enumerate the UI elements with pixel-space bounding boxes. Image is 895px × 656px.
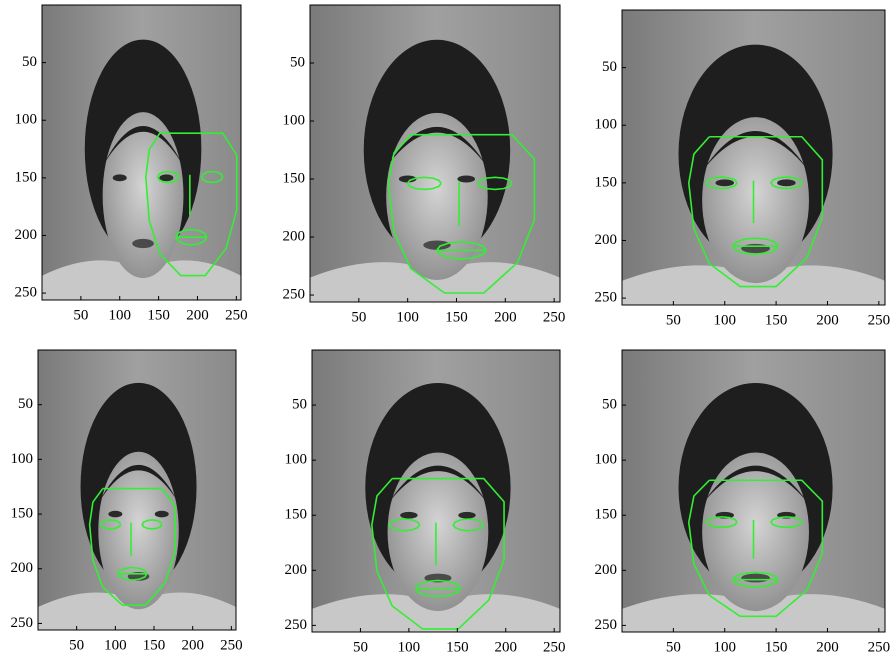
x-tick-label: 150 bbox=[143, 637, 166, 653]
photo bbox=[312, 350, 560, 632]
eye bbox=[715, 179, 733, 186]
photo bbox=[42, 5, 241, 300]
mouth bbox=[741, 574, 770, 583]
x-tick-label: 100 bbox=[396, 309, 419, 325]
eye bbox=[155, 511, 169, 518]
y-tick-label: 150 bbox=[285, 507, 308, 523]
x-tick-label: 200 bbox=[816, 639, 839, 655]
x-tick-label: 150 bbox=[765, 312, 788, 328]
x-tick-label: 50 bbox=[351, 309, 366, 325]
y-tick-label: 100 bbox=[595, 117, 618, 133]
x-tick-label: 150 bbox=[445, 309, 468, 325]
y-tick-label: 50 bbox=[18, 396, 33, 412]
eye bbox=[400, 512, 417, 519]
face bbox=[98, 452, 178, 610]
y-tick-label: 200 bbox=[285, 562, 308, 578]
mouth bbox=[423, 241, 450, 250]
y-tick-label: 100 bbox=[15, 112, 38, 128]
y-tick-label: 200 bbox=[595, 232, 618, 248]
x-tick-label: 150 bbox=[765, 639, 788, 655]
panel: 50 100 150 200 250 50 100 150 200 250 bbox=[283, 5, 566, 325]
face bbox=[702, 117, 809, 283]
x-tick-label: 100 bbox=[398, 639, 421, 655]
panel: 50 100 150 200 250 50 100 150 200 250 bbox=[595, 350, 891, 655]
x-tick-label: 50 bbox=[69, 637, 84, 653]
panel: 50 100 150 200 250 50 100 150 200 250 bbox=[285, 350, 566, 655]
y-tick-label: 150 bbox=[11, 506, 34, 522]
x-tick-label: 200 bbox=[186, 307, 209, 323]
x-tick-label: 50 bbox=[666, 639, 681, 655]
face bbox=[103, 112, 184, 278]
y-tick-label: 200 bbox=[283, 228, 306, 244]
mouth bbox=[741, 244, 770, 253]
mouth bbox=[132, 239, 154, 248]
photo bbox=[38, 350, 236, 630]
eye bbox=[108, 511, 122, 518]
photo bbox=[622, 350, 885, 632]
y-tick-label: 50 bbox=[292, 397, 307, 413]
x-tick-label: 100 bbox=[108, 307, 131, 323]
photo bbox=[622, 10, 885, 305]
x-tick-label: 100 bbox=[713, 312, 736, 328]
x-tick-label: 250 bbox=[220, 637, 243, 653]
x-tick-label: 150 bbox=[446, 639, 469, 655]
y-tick-label: 50 bbox=[22, 54, 37, 70]
x-tick-label: 250 bbox=[868, 312, 891, 328]
x-tick-label: 250 bbox=[543, 309, 566, 325]
eye bbox=[777, 179, 795, 186]
figure: 50 100 150 200 250 50 100 150 200 250 50 100 150 200 2… bbox=[0, 0, 895, 656]
y-tick-label: 50 bbox=[602, 59, 617, 75]
eye bbox=[113, 174, 127, 181]
y-tick-label: 100 bbox=[285, 452, 308, 468]
y-tick-label: 100 bbox=[595, 452, 618, 468]
y-tick-label: 150 bbox=[283, 170, 306, 186]
x-tick-label: 200 bbox=[816, 312, 839, 328]
y-tick-label: 150 bbox=[15, 169, 38, 185]
y-tick-label: 50 bbox=[602, 397, 617, 413]
panel: 50 100 150 200 250 50 100 150 200 250 bbox=[11, 350, 243, 653]
x-tick-label: 150 bbox=[147, 307, 170, 323]
x-tick-label: 50 bbox=[666, 312, 681, 328]
y-tick-label: 200 bbox=[595, 562, 618, 578]
y-tick-label: 50 bbox=[290, 54, 305, 70]
x-tick-label: 200 bbox=[181, 637, 204, 653]
photo bbox=[310, 5, 560, 302]
x-tick-label: 250 bbox=[543, 639, 566, 655]
x-tick-label: 50 bbox=[353, 639, 368, 655]
panel: 50 100 150 200 250 50 100 150 200 250 bbox=[15, 5, 248, 323]
y-tick-label: 150 bbox=[595, 174, 618, 190]
y-tick-label: 250 bbox=[283, 286, 306, 302]
x-tick-label: 200 bbox=[494, 309, 517, 325]
y-tick-label: 150 bbox=[595, 507, 618, 523]
x-tick-label: 200 bbox=[495, 639, 518, 655]
eye bbox=[457, 176, 475, 183]
face bbox=[386, 113, 488, 280]
face bbox=[388, 452, 489, 611]
panel: 50 100 150 200 250 50 100 150 200 250 bbox=[595, 10, 891, 328]
x-tick-label: 250 bbox=[868, 639, 891, 655]
y-tick-label: 250 bbox=[595, 290, 618, 306]
y-tick-label: 250 bbox=[595, 617, 618, 633]
y-tick-label: 250 bbox=[15, 285, 38, 301]
y-tick-label: 200 bbox=[15, 227, 38, 243]
y-tick-label: 100 bbox=[11, 451, 34, 467]
y-tick-label: 250 bbox=[11, 615, 34, 631]
x-tick-label: 100 bbox=[104, 637, 127, 653]
x-tick-label: 250 bbox=[225, 307, 248, 323]
y-tick-label: 250 bbox=[285, 617, 308, 633]
y-tick-label: 100 bbox=[283, 112, 306, 128]
y-tick-label: 200 bbox=[11, 560, 34, 576]
x-tick-label: 100 bbox=[713, 639, 736, 655]
x-tick-label: 50 bbox=[73, 307, 88, 323]
eye bbox=[458, 512, 475, 519]
